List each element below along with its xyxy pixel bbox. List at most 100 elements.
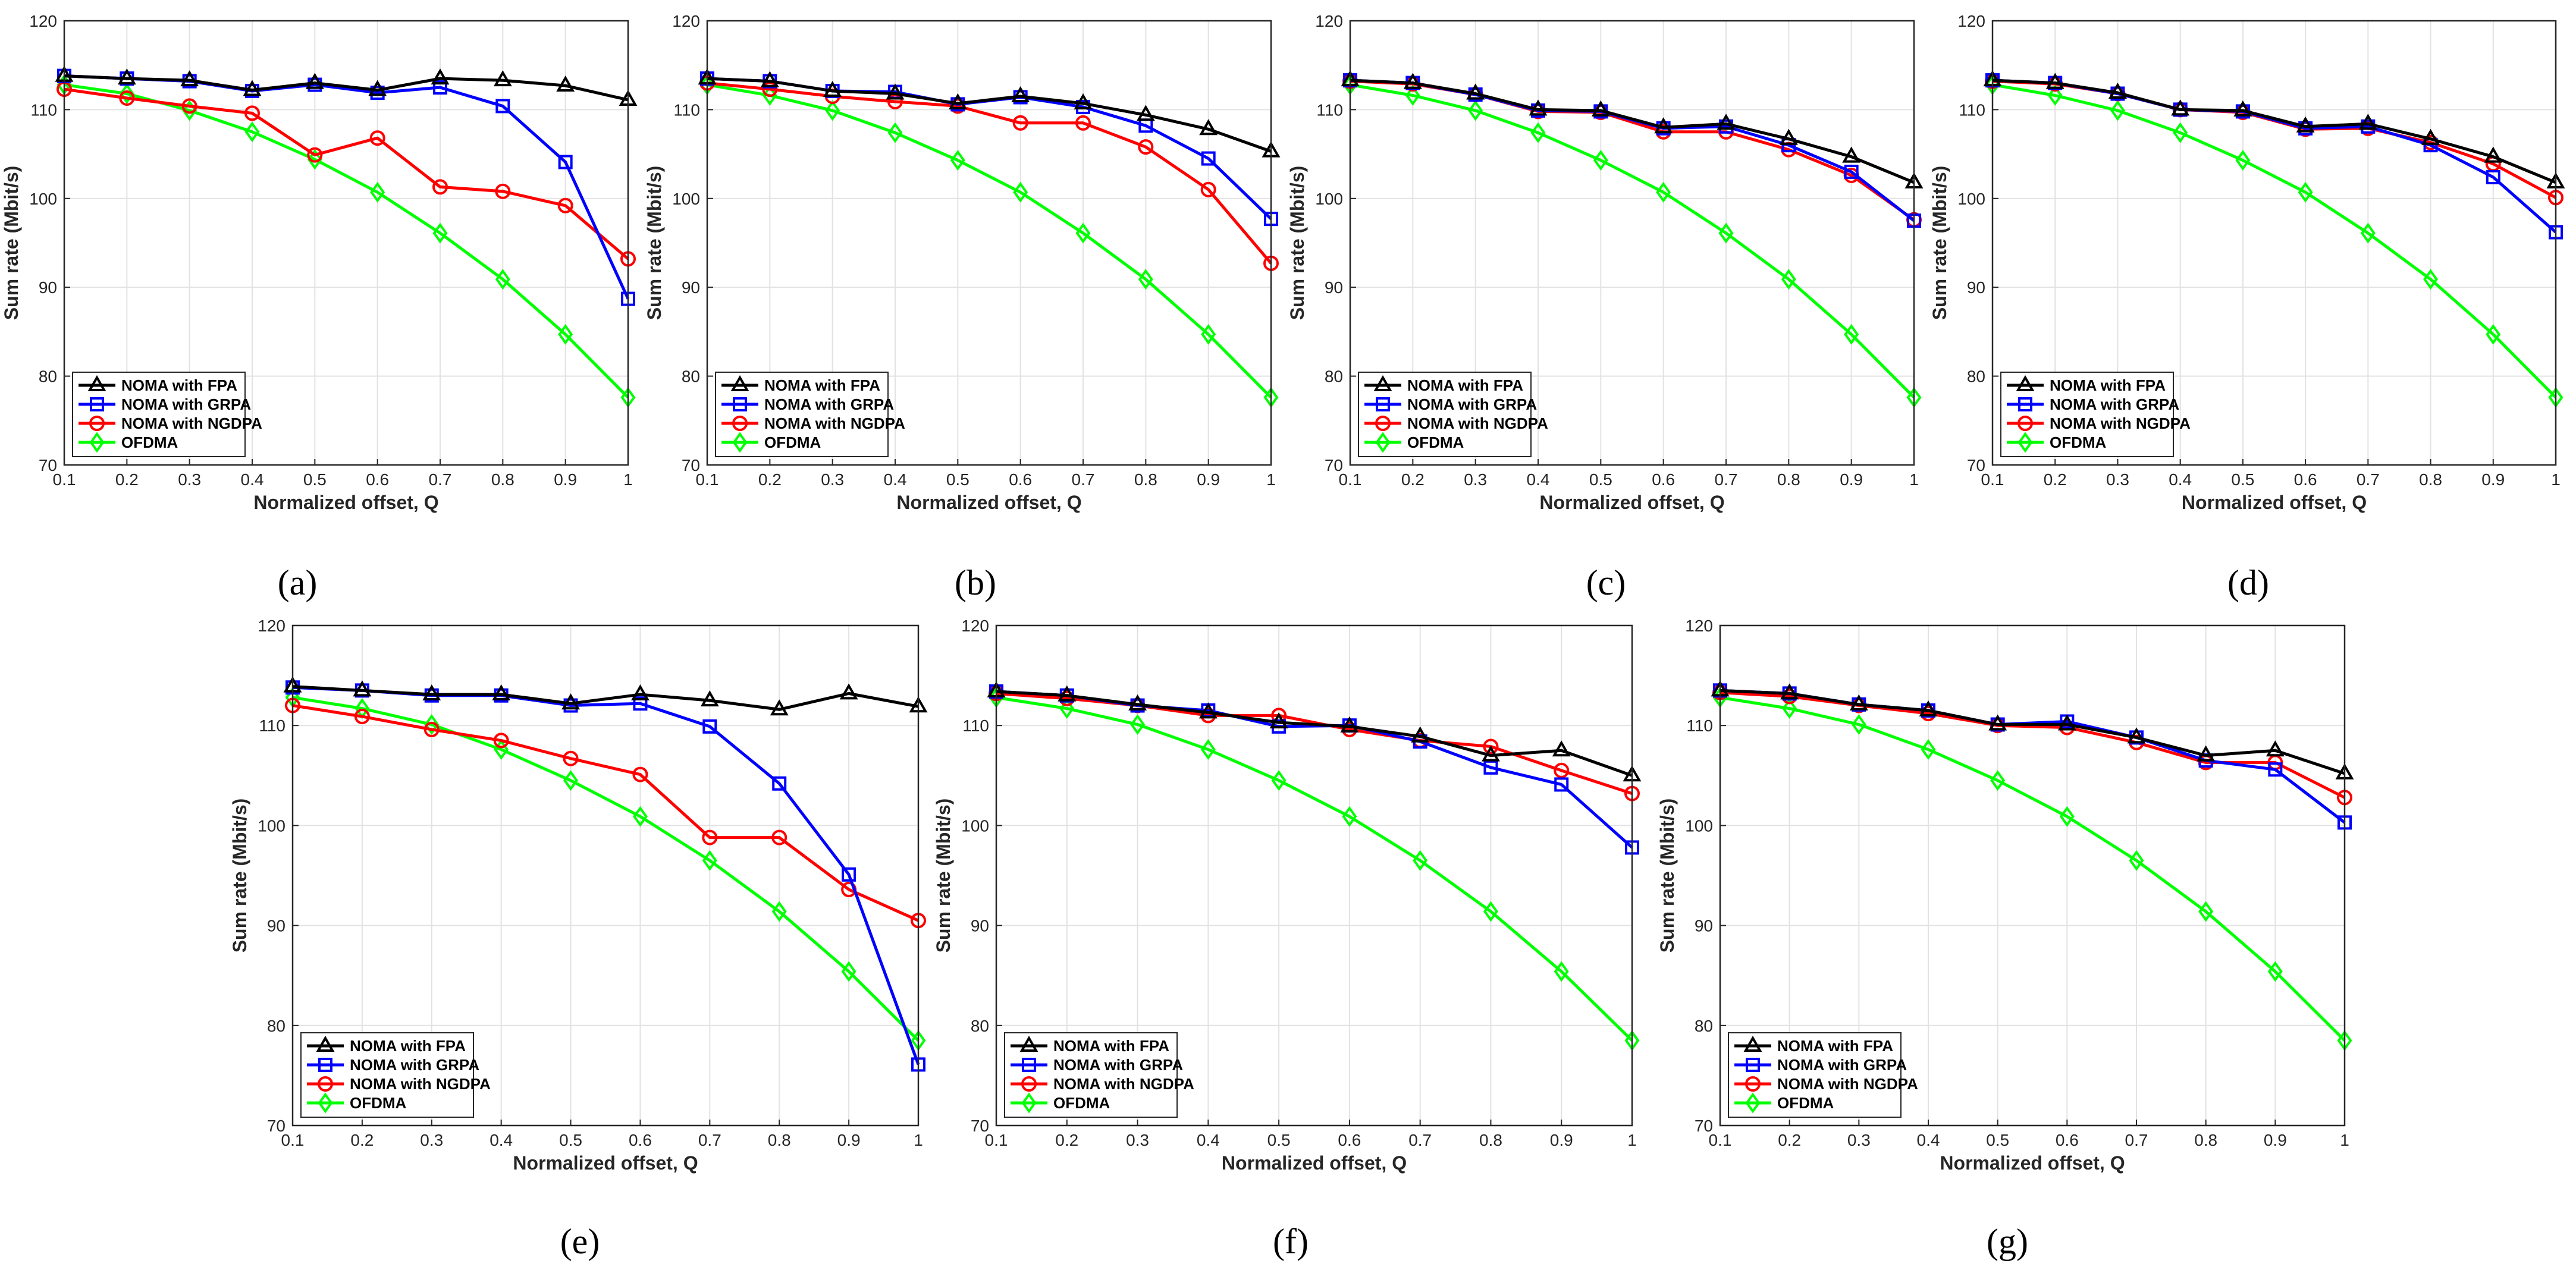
y-tick-label: 120 xyxy=(1957,12,1985,30)
data-point xyxy=(181,98,197,114)
plot-frame xyxy=(1719,624,2346,1127)
data-point xyxy=(433,80,447,95)
y-tick-label: 90 xyxy=(1967,278,1985,297)
data-point xyxy=(1075,115,1091,131)
legend-marker xyxy=(730,375,749,391)
x-tick-label: 0.3 xyxy=(178,470,201,489)
plot-frame xyxy=(1349,20,1915,466)
data-point xyxy=(1199,119,1218,136)
series-line xyxy=(292,685,919,711)
legend-marker xyxy=(1375,416,1391,431)
chart-panel-6: 0.1 0.2 0.3 0.4 0.5 0.6 0.7 0.8 0.9 1 70 80 90 100 110… xyxy=(1656,617,2354,1261)
data-point xyxy=(2267,961,2283,982)
data-point xyxy=(424,714,440,735)
x-tick-label: 1 xyxy=(1266,470,1276,489)
y-tick-label: 120 xyxy=(961,617,989,635)
y-tick-label: 80 xyxy=(1967,367,1985,386)
data-point xyxy=(823,80,842,98)
series-line xyxy=(1992,83,2557,399)
data-point xyxy=(119,83,134,104)
series-line xyxy=(64,87,629,260)
data-point xyxy=(2198,901,2214,922)
data-point xyxy=(2171,99,2190,116)
x-tick-label: 1 xyxy=(623,470,633,489)
data-point xyxy=(492,684,511,701)
legend-marker xyxy=(316,1035,335,1052)
data-point xyxy=(1198,702,1218,719)
x-tick-label: 0.5 xyxy=(946,470,969,489)
x-tick-label: 0.5 xyxy=(1986,1131,2009,1149)
series-ofdma xyxy=(1712,687,2352,1051)
x-tick-label: 1 xyxy=(2551,470,2561,489)
x-tick-label: 0.4 xyxy=(1917,1131,1940,1149)
data-point xyxy=(556,76,575,92)
data-point xyxy=(1990,770,2006,791)
plot-frame xyxy=(995,624,1633,1127)
data-point xyxy=(495,99,510,114)
legend-entry-label: OFDMA xyxy=(350,1094,407,1112)
data-point xyxy=(495,269,510,290)
data-point xyxy=(1466,83,1485,100)
y-tick-label: 70 xyxy=(1325,456,1343,474)
data-point xyxy=(1130,714,1146,735)
x-tick-label: 0.4 xyxy=(1527,470,1550,489)
data-point xyxy=(1483,760,1498,775)
legend-entry-label: OFDMA xyxy=(1053,1094,1110,1112)
data-point xyxy=(842,867,856,882)
data-point xyxy=(839,683,858,700)
plot-frame xyxy=(1991,20,2557,466)
data-point xyxy=(307,147,323,163)
data-point xyxy=(2108,82,2127,99)
legend-marker xyxy=(1373,375,1392,391)
y-tick-label: 80 xyxy=(267,1017,285,1035)
series-noma-with-fpa xyxy=(1341,70,1924,188)
series-noma-with-fpa xyxy=(987,681,1642,782)
legend-marker xyxy=(2016,375,2035,391)
data-point xyxy=(1779,128,1798,145)
legend-marker xyxy=(1745,1092,1761,1114)
data-point xyxy=(1844,164,1859,179)
data-point xyxy=(307,149,322,170)
y-tick-label: 110 xyxy=(30,100,57,119)
legend-marker xyxy=(1743,1035,1762,1052)
x-tick-label: 0.3 xyxy=(821,470,844,489)
series-line xyxy=(707,81,1272,265)
series-line xyxy=(1350,83,1915,399)
data-point xyxy=(432,179,448,195)
y-tick-label: 100 xyxy=(29,190,57,208)
x-tick-label: 0.5 xyxy=(2231,470,2254,489)
data-point xyxy=(887,122,903,143)
y-tick-label: 70 xyxy=(682,456,700,474)
y-tick-label: 70 xyxy=(1695,1117,1713,1135)
data-point xyxy=(558,155,573,169)
data-point xyxy=(772,776,787,791)
data-point xyxy=(1201,151,1216,166)
legend-marker xyxy=(2017,432,2033,453)
data-point xyxy=(1483,901,1498,922)
data-point xyxy=(1782,698,1797,719)
x-tick-label: 0.7 xyxy=(429,470,452,489)
data-point xyxy=(2047,85,2063,106)
x-tick-label: 1 xyxy=(1627,1131,1637,1149)
data-point xyxy=(630,684,650,701)
data-point xyxy=(2358,114,2377,130)
series-line xyxy=(1992,78,2556,184)
legend-entry-label: NOMA with GRPA xyxy=(2050,395,2179,413)
x-tick-label: 0.5 xyxy=(1589,470,1612,489)
data-point xyxy=(2266,740,2285,757)
x-tick-label: 0.1 xyxy=(1981,470,2004,489)
x-axis-label: Normalized offset, Q xyxy=(896,492,1081,513)
chart-panel-3: 0.1 0.2 0.3 0.4 0.5 0.6 0.7 0.8 0.9 1 70 80 90 100 110… xyxy=(1929,12,2565,602)
data-point xyxy=(2059,806,2075,827)
legend-marker xyxy=(2018,397,2032,411)
series-noma-with-ngdpa xyxy=(1712,684,2352,806)
x-tick-label: 0.7 xyxy=(1408,1131,1432,1149)
y-tick-label: 100 xyxy=(1685,816,1713,835)
legend-marker xyxy=(1746,1058,1760,1072)
data-point xyxy=(1269,712,1288,729)
x-tick-label: 0.2 xyxy=(2044,470,2067,489)
data-point xyxy=(841,961,856,982)
